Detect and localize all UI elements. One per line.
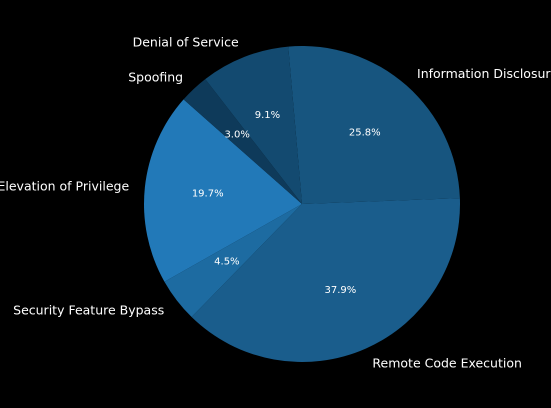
pct-label-remote-code-execution: 37.9%	[325, 285, 357, 296]
category-label-spoofing: Spoofing	[128, 70, 183, 85]
pct-label-information-disclosure: 25.8%	[349, 127, 381, 138]
pie-slice-information-disclosure	[288, 46, 460, 205]
pct-label-spoofing: 3.0%	[224, 129, 249, 140]
pie-slice-spoofing	[183, 79, 302, 204]
pie-slice-denial-of-service	[205, 46, 302, 204]
category-label-elevation-of-privilege: Elevation of Privilege	[0, 178, 129, 193]
slices-layer	[143, 46, 461, 362]
category-label-remote-code-execution: Remote Code Execution	[372, 355, 522, 370]
category-label-information-disclosure: Information Disclosure	[417, 66, 551, 81]
category-label-denial-of-service: Denial of Service	[133, 35, 239, 50]
category-label-security-feature-bypass: Security Feature Bypass	[13, 302, 164, 317]
pct-label-security-feature-bypass: 4.5%	[214, 256, 239, 267]
pie-slice-remote-code-execution	[191, 198, 461, 362]
pie-slice-security-feature-bypass	[164, 204, 302, 318]
pct-label-denial-of-service: 9.1%	[255, 110, 280, 121]
pie-slice-elevation-of-privilege	[143, 99, 302, 282]
pct-label-elevation-of-privilege: 19.7%	[192, 189, 224, 200]
labels-layer: 25.8% Information Disclosure 37.9% Remote C…	[0, 35, 551, 371]
